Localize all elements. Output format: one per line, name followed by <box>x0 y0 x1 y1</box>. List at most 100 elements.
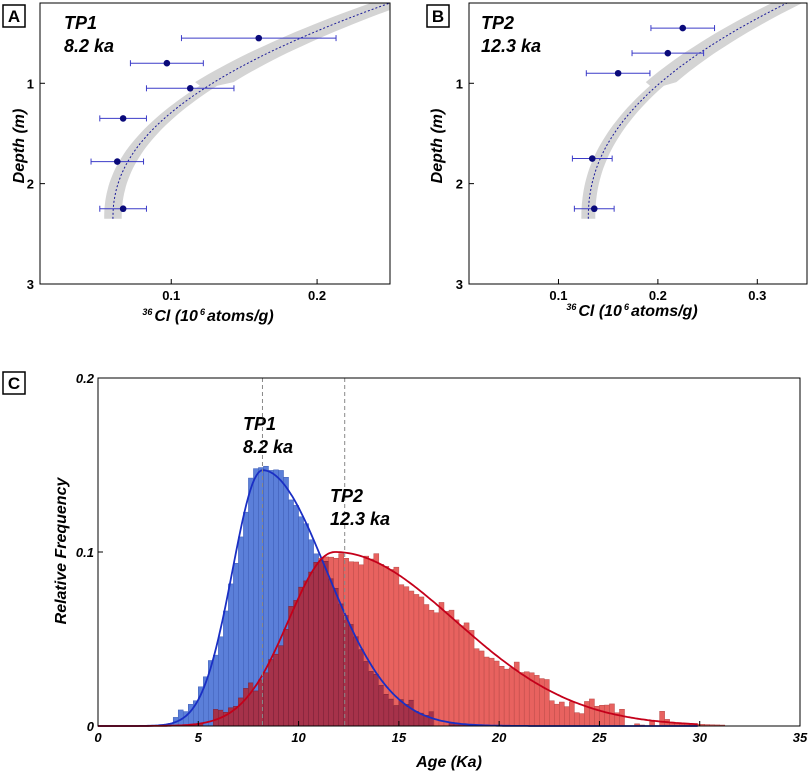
panel-c-bar-overlap-42 <box>308 571 314 727</box>
panel-c-bar-tp2-51 <box>353 561 359 638</box>
panel-a-site-label: TP1 <box>64 13 97 33</box>
panel-a-letter-box <box>2 4 26 28</box>
panel-a-age-label: 8.2 ka <box>64 36 114 56</box>
panel-c-xtick-label-3: 15 <box>392 730 407 745</box>
panel-c-tp2-label: TP2 <box>330 486 363 506</box>
panel-b-letter-box <box>426 4 450 28</box>
panel-b-site-label: TP2 <box>481 13 514 33</box>
panel-b-ytick-label-1: 2 <box>456 177 463 192</box>
panel-c-bar-tp2-94 <box>569 701 575 727</box>
panel-a-xlabel-main: Cl (10 <box>154 308 198 325</box>
panel-c-bar-tp1-34 <box>268 470 274 660</box>
panel-c-bar-overlap-53 <box>363 661 370 727</box>
panel-a-data-point-1 <box>163 59 171 67</box>
panel-c-bar-tp2-112 <box>659 711 665 727</box>
panel-c-bar-tp2-90 <box>549 700 555 727</box>
panel-c-bar-overlap-63 <box>413 711 420 727</box>
panel-c-bar-tp1-35 <box>273 469 279 655</box>
panel-c-bar-tp2-84 <box>518 672 525 727</box>
panel-c-bar-overlap-37 <box>283 629 289 727</box>
panel-c-bar-tp2-104 <box>619 708 625 727</box>
panel-c-bar-tp1-38 <box>288 499 294 607</box>
panel-c-ytick-label-2: 0.2 <box>76 371 95 386</box>
panel-c-bar-tp2-50 <box>348 561 354 625</box>
panel-c-bar-overlap-57 <box>383 694 390 727</box>
panel-a-ytick-label-1: 2 <box>27 177 34 192</box>
panel-b-xtick-label-1: 0.2 <box>649 288 667 303</box>
panel-c-bar-tp2-63 <box>413 594 420 712</box>
panel-c-bar-tp2-67 <box>433 612 440 727</box>
panel-c-bar-overlap-55 <box>373 673 380 727</box>
panel-c-bar-tp2-72 <box>458 625 465 725</box>
panel-c-tp2-age: 12.3 ka <box>330 509 390 529</box>
panel-c-bar-tp2-48 <box>338 553 344 605</box>
panel-b-xtick-label-0: 0.1 <box>549 288 567 303</box>
panel-c-plot: 0 5 10 15 20 25 30 35 0 0.1 0.2 <box>76 371 808 745</box>
panel-c-bar-tp2-101 <box>604 704 610 727</box>
panel-a-xlabel-exp: 6 <box>200 307 206 317</box>
panel-c-bar-tp2-52 <box>358 564 365 650</box>
panel-c-bar-overlap-58 <box>388 698 395 727</box>
panel-c-letter: C <box>8 374 20 393</box>
panel-b-frame <box>468 2 808 285</box>
panel-c-bar-tp1-41 <box>303 523 309 582</box>
panel-c-bar-tp2-75 <box>473 648 480 726</box>
panel-c-bar-tp1-33 <box>263 465 269 674</box>
panel-c-bar-tp2-69 <box>443 611 450 727</box>
panel-c-bar-overlap-40 <box>298 586 304 727</box>
panel-c-bar-tp2-71 <box>453 619 460 724</box>
panel-a-ylabel: Depth (m) <box>11 109 28 184</box>
panel-c-letter-box <box>2 371 26 395</box>
panel-c-ytick-label-1: 0.1 <box>76 545 94 560</box>
panel-c-bar-tp1-25 <box>223 610 229 713</box>
panel-c-bar-overlap-43 <box>313 562 319 727</box>
panel-c-bar-overlap-38 <box>288 606 294 727</box>
panel-a-frame <box>39 2 391 285</box>
panel-c-bar-tp2-89 <box>544 679 550 727</box>
panel-c-bar-tp2-66 <box>428 609 435 713</box>
panel-c-bar-tp2-68 <box>438 602 445 727</box>
panel-c-bar-tp2-62 <box>408 590 415 701</box>
panel-c-bar-tp2-80 <box>498 666 505 727</box>
panel-a-fit-curve <box>112 3 390 219</box>
panel-c-bar-tp1-43 <box>313 553 319 563</box>
panel-b-plot: 0.1 0.2 0.3 1 2 3 <box>456 2 808 303</box>
panel-b-xlabel-unit: atoms/g) <box>631 303 698 320</box>
panel-c-ylabel: Relative Frequency <box>53 477 70 625</box>
panel-c-xtick-label-4: 20 <box>491 730 507 745</box>
panel-c-bar-overlap-61 <box>403 704 410 727</box>
panel-c-bar-overlap-39 <box>293 600 299 727</box>
panel-c-bar-overlap-50 <box>348 624 354 727</box>
panel-c-bar-tp2-57 <box>383 566 390 695</box>
panel-c-tp1-age: 8.2 ka <box>243 437 293 457</box>
panel-a-data-point-0 <box>255 34 263 42</box>
panel-c-bar-tp2-70 <box>448 609 455 723</box>
panel-c-bar-tp1-24 <box>218 636 224 711</box>
panel-c-bar-tp2-74 <box>468 630 475 725</box>
panel-a: A 0.1 0.2 1 2 3 TP1 8.2 ka Depth (m) 36 Cl (1… <box>2 2 391 325</box>
panel-c: C 0 5 10 15 20 25 30 35 0 0.1 0.2 TP1 8.2 ka TP2 1… <box>2 371 808 771</box>
panel-c-bar-tp2-65 <box>423 604 430 716</box>
panel-c-bar-tp1-26 <box>228 583 234 709</box>
panel-c-bar-tp1-30 <box>248 477 254 684</box>
panel-c-bar-tp2-60 <box>398 584 405 700</box>
panel-c-bar-tp2-96 <box>579 713 585 727</box>
panel-a-xtick-label-1: 0.2 <box>308 288 326 303</box>
panel-c-bar-tp1-31 <box>253 468 259 692</box>
panel-b-xlabel-main: Cl (10 <box>578 303 622 320</box>
panel-c-bar-tp2-58 <box>388 569 395 700</box>
panel-c-bar-overlap-47 <box>333 588 339 727</box>
panel-c-bar-tp2-55 <box>373 553 380 675</box>
panel-c-xtick-label-2: 10 <box>291 730 306 745</box>
panel-c-bar-tp2-47 <box>333 557 339 589</box>
panel-b-xlabel-exp: 6 <box>624 302 630 312</box>
panel-c-bar-overlap-59 <box>393 705 400 727</box>
panel-c-bar-overlap-62 <box>408 699 415 727</box>
panel-c-bar-overlap-46 <box>328 578 334 727</box>
panel-b-letter: B <box>432 7 444 26</box>
panel-c-tp1-label: TP1 <box>243 414 276 434</box>
panel-c-bar-overlap-29 <box>243 688 249 727</box>
panel-c-bar-tp2-95 <box>574 712 580 727</box>
panel-c-bar-tp2-79 <box>493 660 500 726</box>
